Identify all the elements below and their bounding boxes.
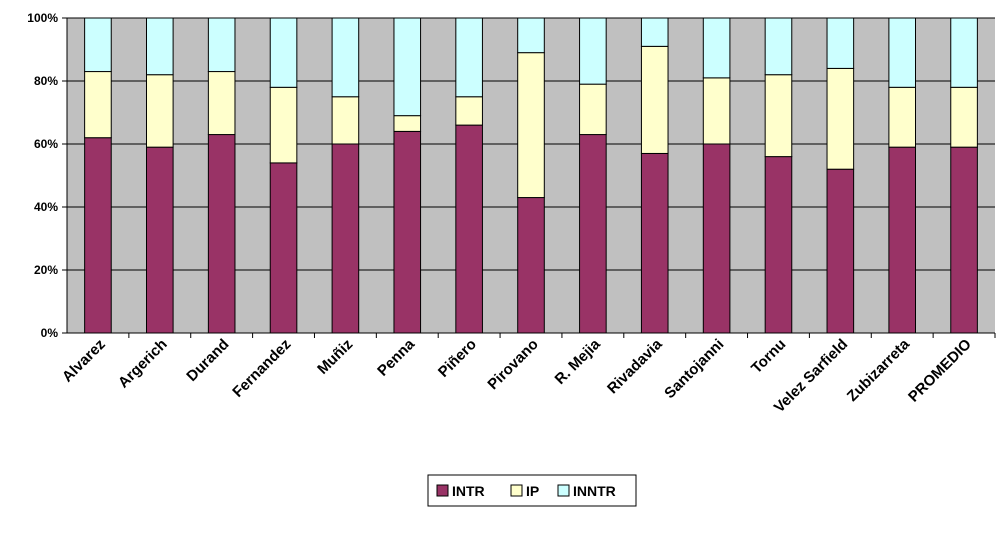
bar-segment-inntr — [84, 17, 112, 73]
bar-segment-intr — [145, 146, 174, 334]
x-category-label: Tornu — [748, 336, 789, 377]
y-tick-label: 60% — [34, 137, 58, 151]
legend-swatch-ip — [510, 484, 523, 497]
bar-segment-ip — [207, 71, 236, 136]
bar-segment-intr — [702, 143, 731, 334]
bar-segment-ip — [145, 74, 174, 148]
y-tick-label: 40% — [34, 200, 58, 214]
bar-segment-inntr — [455, 17, 483, 98]
legend-swatch-intr — [436, 484, 449, 497]
x-category-label: Argerich — [115, 336, 171, 392]
bar-segment-ip — [950, 86, 978, 148]
x-category-label: Pirovano — [484, 336, 541, 393]
bar-segment-ip — [393, 115, 422, 132]
bar-segment-intr — [455, 124, 483, 334]
bar-segment-intr — [393, 130, 422, 334]
bar-segment-intr — [517, 197, 545, 334]
bar-segment-ip — [455, 96, 483, 126]
x-category-label: Durand — [183, 336, 232, 385]
x-category-label: R. Mejia — [552, 335, 605, 388]
x-category-label: Santojanni — [661, 336, 727, 402]
y-tick-label: 0% — [41, 326, 59, 340]
legend-box — [427, 474, 637, 507]
bar-segment-ip — [269, 86, 298, 164]
bar-segment-ip — [888, 86, 917, 148]
bar-segment-inntr — [702, 17, 731, 79]
bar-segment-inntr — [764, 17, 793, 76]
bar-segment-inntr — [331, 17, 360, 98]
x-category-label: PROMEDIO — [905, 336, 975, 406]
x-category-label: Piñero — [435, 336, 480, 381]
bar-segment-intr — [640, 152, 669, 334]
y-axis-ticks: 0% 20% 40% 60% 80% 100% — [27, 11, 67, 340]
bar-segment-intr — [826, 168, 855, 334]
legend-label-intr: INTR — [452, 483, 485, 499]
bar-segment-ip — [84, 71, 112, 139]
x-category-label: Penna — [374, 335, 418, 379]
x-category-label: Fernandez — [229, 336, 294, 401]
bar-segment-ip — [826, 67, 855, 170]
bar-segment-inntr — [517, 17, 545, 54]
y-tick-label: 80% — [34, 74, 58, 88]
bars — [84, 17, 978, 334]
bar-segment-inntr — [579, 17, 607, 85]
x-category-label: Muñiz — [314, 336, 356, 378]
bar-segment-ip — [517, 52, 545, 199]
bar-segment-ip — [640, 45, 669, 154]
legend-swatch-inntr — [557, 484, 570, 497]
bar-segment-intr — [764, 156, 793, 334]
legend-label-ip: IP — [526, 483, 539, 499]
bar-segment-intr — [950, 146, 978, 334]
x-category-label: Rivadavia — [604, 335, 666, 397]
bar-segment-ip — [764, 74, 793, 158]
bar-segment-ip — [579, 83, 607, 136]
bar-segment-intr — [207, 134, 236, 334]
bar-segment-inntr — [145, 17, 174, 76]
x-category-label: Zubizarreta — [844, 335, 914, 405]
bar-segment-inntr — [826, 17, 855, 69]
bar-segment-intr — [269, 162, 298, 334]
bar-segment-intr — [84, 137, 112, 334]
bar-segment-ip — [702, 77, 731, 145]
bar-segment-inntr — [950, 17, 978, 88]
bar-segment-inntr — [393, 17, 422, 117]
bar-segment-ip — [331, 96, 360, 145]
bar-segment-inntr — [207, 17, 236, 73]
bar-segment-intr — [331, 143, 360, 334]
legend-label-inntr: INNTR — [573, 483, 616, 499]
y-tick-label: 100% — [27, 11, 58, 25]
y-tick-label: 20% — [34, 263, 58, 277]
x-category-label: Alvarez — [59, 336, 109, 386]
bar-segment-inntr — [888, 17, 917, 88]
bar-segment-inntr — [640, 17, 669, 47]
bar-segment-inntr — [269, 17, 298, 88]
bar-segment-intr — [888, 146, 917, 334]
legend: INTR IP INNTR — [427, 474, 637, 507]
bar-segment-intr — [579, 134, 607, 334]
